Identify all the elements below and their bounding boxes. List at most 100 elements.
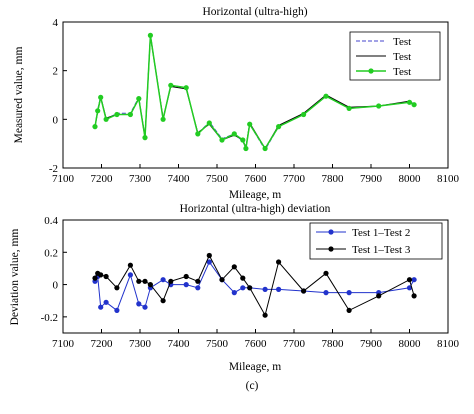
data-point [276,286,282,292]
data-point [206,252,212,259]
x-tick-label: 8000 [399,173,422,185]
data-point [183,273,189,280]
y-tick-label: -0.2 [41,312,58,324]
y-tick-label: 0 [53,114,59,126]
data-point [160,277,166,283]
x-tick-label: 7700 [283,173,306,185]
chart-title: Horizontal (ultra-high) [202,6,307,18]
data-point [323,290,329,296]
legend-label-2: Test [393,66,411,78]
chart-deviation: Horizontal (ultra-high) deviation 7100 72… [9,203,460,373]
x-tick-label: 7500 [206,173,229,185]
x-axis-ticks: 7100 7200 7300 7400 7500 7600 7700 7800 7900 8000… [52,164,460,185]
data-point [183,282,189,288]
data-point [92,124,98,130]
plot-area [92,252,417,318]
y-tick-label: 0.2 [44,247,58,259]
data-point [127,262,133,268]
data-point [92,275,98,281]
data-point [346,105,352,111]
chart-title: Horizontal (ultra-high) deviation [180,203,331,215]
x-tick-label: 7100 [52,338,75,350]
data-point [98,94,104,100]
data-point [262,312,268,318]
x-tick-label: 7900 [360,338,383,350]
y-axis-ticks: -2 0 2 4 [49,17,67,175]
y-tick-label: 4 [53,17,59,29]
x-tick-label: 7600 [245,338,268,350]
x-tick-label: 7400 [168,173,191,185]
x-axis-label: Mileage, m [229,189,281,201]
data-point [168,278,174,284]
x-axis-ticks: 7100 7200 7300 7400 7500 7600 7700 7800 7900 8000… [52,329,460,350]
data-point [301,111,307,118]
data-point [219,137,225,143]
x-tick-label: 7200 [91,173,114,185]
data-point [231,131,237,137]
data-point [240,137,246,143]
data-point [147,32,153,39]
legend-marker-2 [368,68,374,74]
x-tick-label: 7300 [129,173,152,185]
data-point [142,135,148,141]
legend-label-0: Test 1–Test 2 [352,227,410,239]
data-point [160,116,166,122]
data-point [262,286,268,292]
data-point [114,307,120,313]
y-tick-label: 2 [53,66,59,78]
data-point [136,96,142,102]
data-point [323,270,329,276]
x-tick-label: 7900 [360,173,383,185]
data-point [219,277,225,283]
data-point [195,278,201,284]
data-point [240,275,246,281]
y-tick-label: -2 [49,163,58,175]
data-point [346,307,352,313]
data-point [142,304,148,310]
x-tick-label: 7500 [206,338,229,350]
data-point [231,264,237,270]
x-tick-label: 7600 [245,173,268,185]
data-point [262,145,268,152]
data-point [323,93,329,99]
x-tick-label: 7100 [52,173,75,185]
y-tick-label: 0 [53,280,59,292]
data-point [411,293,417,299]
data-point [206,259,212,265]
legend-marker-0 [328,229,334,235]
data-point [243,145,249,152]
data-point [247,285,253,291]
data-point [406,285,413,291]
data-point [168,82,174,88]
data-point [103,273,109,280]
data-point [406,99,413,105]
y-axis-ticks: -0.2 0 0.2 0.4 [41,215,67,324]
legend-label-0: Test [393,36,411,48]
figure-caption: (c) [246,380,259,392]
data-point [95,108,101,114]
data-point [127,111,133,118]
data-point [183,85,189,91]
data-point [114,111,120,118]
data-point [276,259,282,265]
data-point [301,288,307,294]
data-point [411,102,417,108]
series-line-0 [94,261,415,312]
data-point [376,293,382,299]
plot-area [92,32,417,152]
data-point [98,272,104,278]
x-tick-label: 8000 [399,338,422,350]
x-tick-label: 8100 [437,338,460,350]
legend-label-1: Test 1–Test 3 [352,244,411,256]
data-point [103,116,109,122]
x-tick-label: 7800 [322,173,345,185]
data-point [195,131,201,137]
data-point [346,290,352,296]
data-point [195,285,201,291]
y-axis-label: Deviation value, mm [9,229,21,326]
data-point [160,298,166,304]
x-tick-label: 7800 [322,338,345,350]
data-point [114,285,120,291]
data-point [127,272,133,278]
